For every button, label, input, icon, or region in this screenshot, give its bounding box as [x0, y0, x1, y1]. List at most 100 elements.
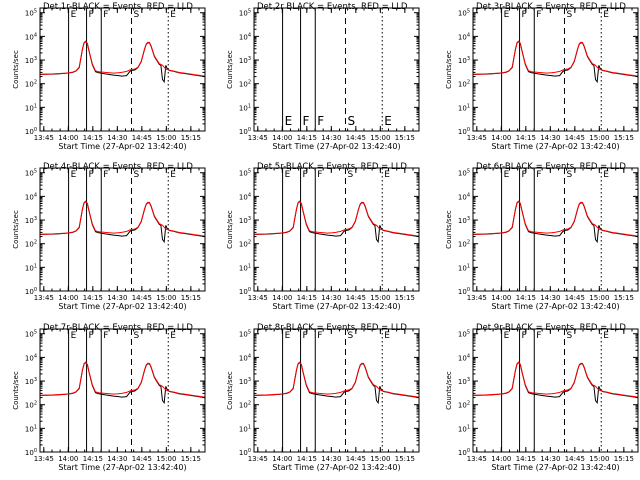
panel-det-5: E F F S E 100 101 102 103 104 105 13:45 14:00 14:15 14…	[226, 162, 420, 311]
series-events-line	[473, 361, 638, 405]
marker-label: F	[103, 10, 108, 20]
y-tick-label: 101	[458, 103, 470, 112]
marker-label: E	[504, 331, 510, 341]
marker-label: E	[285, 170, 291, 180]
panel-title: Det 7r-BLACK = Events, RED = LLD	[43, 323, 193, 333]
x-tick-label: 15:15	[181, 294, 201, 302]
y-tick-label: 105	[458, 169, 470, 178]
marker-label: E	[384, 114, 392, 128]
x-tick-label: 14:45	[565, 455, 585, 463]
y-tick-label: 105	[25, 169, 37, 178]
x-tick-label: 15:15	[614, 134, 634, 142]
y-tick-label: 102	[458, 401, 470, 410]
marker-label: E	[603, 10, 609, 20]
plot-frame	[39, 7, 206, 132]
marker-label: E	[285, 114, 293, 128]
x-tick-label: 14:00	[272, 134, 292, 142]
x-tick-label: 13:45	[248, 455, 268, 463]
y-tick-label: 104	[239, 353, 251, 362]
marker-label: F	[522, 331, 527, 341]
y-tick-label: 104	[458, 353, 470, 362]
x-axis-label: Start Time (27-Apr-02 13:42:40)	[58, 142, 186, 151]
y-tick-label: 104	[458, 32, 470, 41]
x-tick-label: 15:00	[156, 455, 176, 463]
x-tick-label: 14:00	[58, 455, 78, 463]
marker-label: E	[384, 170, 390, 180]
x-axis-label: Start Time (27-Apr-02 13:42:40)	[491, 302, 619, 311]
y-tick-label: 105	[239, 169, 251, 178]
y-axis-label: Counts/sec	[226, 50, 234, 89]
x-tick-label: 14:45	[346, 294, 366, 302]
y-tick-label: 102	[458, 240, 470, 249]
series-lld-line	[40, 40, 205, 77]
y-tick-label: 102	[25, 80, 37, 89]
y-tick-label: 103	[458, 216, 470, 225]
panel-title: Det 8r-BLACK = Events, RED = LLD	[257, 323, 407, 333]
y-tick-label: 104	[458, 192, 470, 201]
panel-title: Det 1r-BLACK = Events, RED = LLD	[43, 2, 193, 12]
series-lld-line	[40, 361, 205, 398]
marker-label: S	[566, 10, 572, 20]
y-tick-label: 105	[239, 330, 251, 339]
y-tick-label: 102	[239, 401, 251, 410]
x-tick-label: 14:00	[491, 134, 511, 142]
marker-label: S	[566, 331, 572, 341]
y-tick-label: 100	[25, 287, 37, 296]
y-tick-label: 104	[239, 32, 251, 41]
series-events-line	[254, 200, 419, 244]
x-tick-label: 14:30	[107, 455, 127, 463]
panel-det-6: E F F S E 100 101 102 103 104 105 13:45 14:00 14:15 14…	[445, 162, 639, 311]
series-events-line	[473, 40, 638, 84]
marker-label: E	[504, 170, 510, 180]
panel-title: Det 6r-BLACK = Events, RED = LLD	[476, 162, 626, 172]
plot-frame	[253, 167, 420, 292]
marker-label: F	[317, 170, 322, 180]
y-tick-label: 105	[239, 9, 251, 18]
y-tick-label: 104	[25, 192, 37, 201]
panel-det-3: E F F S E 100 101 102 103 104 105 13:45 14:00 14:15 14…	[445, 2, 639, 151]
panel-det-4: E F F S E 100 101 102 103 104 105 13:45 14:00 14:15 14…	[12, 162, 206, 311]
y-tick-label: 103	[458, 56, 470, 65]
x-tick-label: 14:15	[83, 134, 103, 142]
marker-label: F	[103, 331, 108, 341]
marker-label: F	[89, 331, 94, 341]
y-tick-label: 102	[239, 240, 251, 249]
x-tick-label: 14:15	[83, 455, 103, 463]
y-axis-label: Counts/sec	[12, 371, 20, 410]
x-tick-label: 13:45	[34, 294, 54, 302]
x-tick-label: 13:45	[34, 455, 54, 463]
marker-label: F	[536, 331, 541, 341]
y-tick-label: 104	[239, 192, 251, 201]
y-tick-label: 101	[25, 424, 37, 433]
x-axis-label: Start Time (27-Apr-02 13:42:40)	[58, 463, 186, 472]
y-tick-label: 102	[25, 401, 37, 410]
marker-label: F	[303, 114, 310, 128]
marker-label: S	[347, 114, 355, 128]
series-events-line	[473, 200, 638, 244]
y-tick-label: 101	[25, 263, 37, 272]
panel-det-9: E F F S E 100 101 102 103 104 105 13:45 14:00 14:15 14…	[445, 323, 639, 472]
marker-label: F	[317, 114, 324, 128]
x-tick-label: 15:00	[156, 134, 176, 142]
marker-label: E	[71, 170, 77, 180]
marker-label: S	[566, 170, 572, 180]
y-tick-label: 101	[239, 263, 251, 272]
x-tick-label: 15:15	[181, 455, 201, 463]
y-tick-label: 103	[25, 56, 37, 65]
marker-label: F	[103, 170, 108, 180]
x-tick-label: 14:00	[58, 134, 78, 142]
panel-title: Det 3r-BLACK = Events, RED = LLD	[476, 2, 626, 12]
x-axis-label: Start Time (27-Apr-02 13:42:40)	[272, 463, 400, 472]
marker-label: F	[536, 10, 541, 20]
y-tick-label: 100	[239, 127, 251, 136]
x-axis-label: Start Time (27-Apr-02 13:42:40)	[491, 463, 619, 472]
x-tick-label: 14:30	[107, 134, 127, 142]
y-tick-label: 105	[25, 330, 37, 339]
y-tick-label: 105	[25, 9, 37, 18]
y-tick-label: 100	[25, 448, 37, 457]
x-tick-label: 15:15	[395, 455, 415, 463]
x-tick-label: 14:15	[516, 294, 536, 302]
y-tick-label: 101	[239, 424, 251, 433]
